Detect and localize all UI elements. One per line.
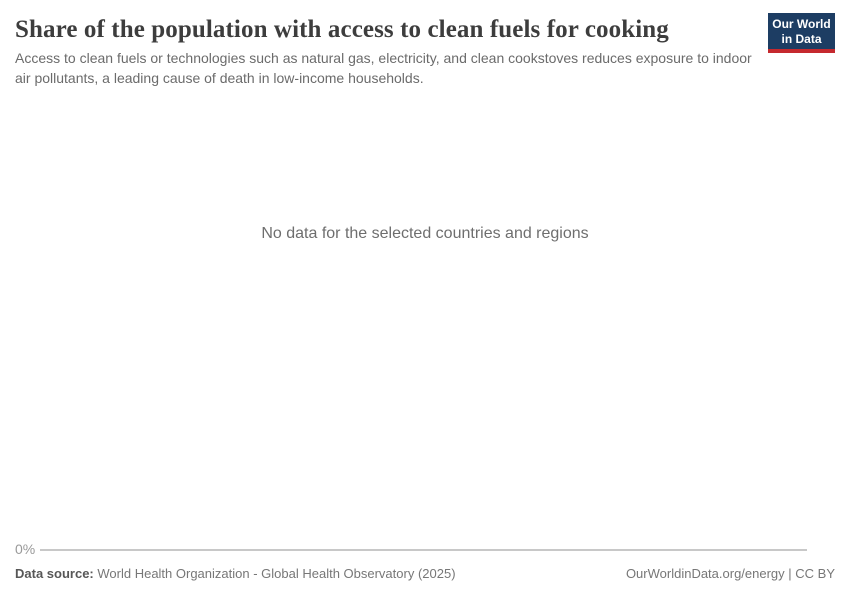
chart-subtitle: Access to clean fuels or technologies su… bbox=[15, 50, 752, 86]
x-axis-line bbox=[40, 549, 807, 551]
no-data-message: No data for the selected countries and r… bbox=[261, 225, 589, 242]
owid-logo-line1: Our World bbox=[772, 17, 831, 31]
data-source-value: World Health Organization - Global Healt… bbox=[97, 566, 456, 581]
chart-footer: Data source: World Health Organization -… bbox=[15, 566, 835, 582]
y-axis-tick-label: 0% bbox=[15, 541, 36, 557]
chart-title: Share of the population with access to c… bbox=[15, 16, 669, 43]
owid-logo[interactable]: Our World in Data bbox=[768, 13, 835, 53]
data-source-note: Data source: World Health Organization -… bbox=[15, 566, 456, 582]
plot-area bbox=[0, 95, 850, 545]
data-source-label: Data source: bbox=[15, 566, 94, 581]
license-link[interactable]: OurWorldinData.org/energy | CC BY bbox=[625, 566, 835, 581]
owid-logo-line2: in Data bbox=[781, 31, 822, 46]
